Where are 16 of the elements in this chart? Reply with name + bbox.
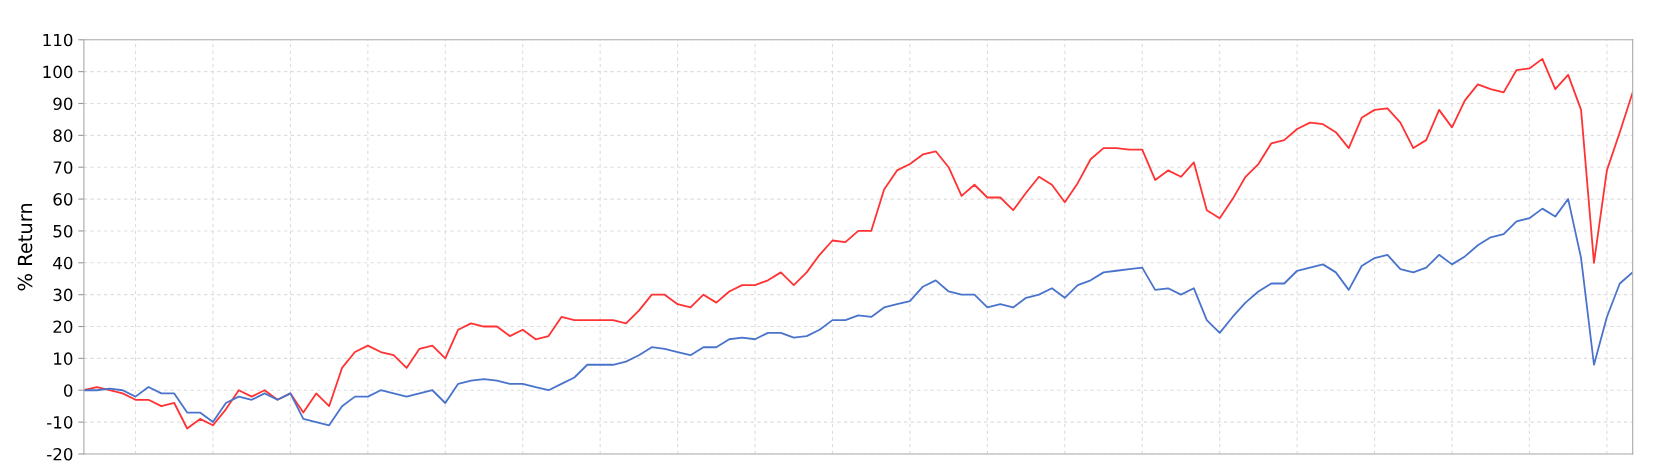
line-series — [83, 198, 1633, 427]
y-tick-label: 10 — [54, 352, 73, 365]
y-tick-label: 110 — [43, 33, 73, 47]
y-tick-label: -10 — [47, 416, 73, 429]
y-tick-label: 100 — [43, 65, 73, 79]
y-tick-label: 40 — [53, 256, 73, 270]
y-axis-title: % Return — [17, 203, 33, 291]
y-tick-label: 60 — [53, 193, 73, 206]
y-tick-label: 70 — [53, 161, 73, 174]
y-tick-label: 0 — [63, 384, 73, 397]
y-tick-label: 50 — [53, 224, 73, 238]
y-tick-label: 20 — [53, 320, 73, 334]
y-tick-label: 90 — [53, 97, 73, 111]
y-tick-label: -20 — [47, 447, 73, 461]
y-tick-label: 80 — [53, 129, 73, 142]
y-tick-label: 30 — [53, 288, 73, 302]
